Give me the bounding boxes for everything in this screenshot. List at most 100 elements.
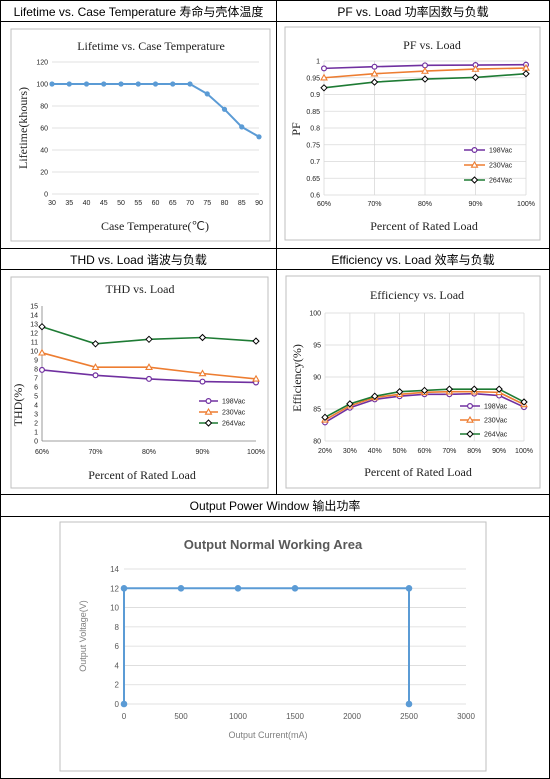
eff-point bbox=[346, 400, 354, 408]
opw-xlabel: Output Current(mA) bbox=[228, 730, 307, 740]
thd-legend-marker bbox=[205, 398, 212, 405]
opw-ytick-label: 10 bbox=[110, 604, 119, 613]
thd-point bbox=[198, 333, 207, 342]
lifetime-point bbox=[204, 91, 210, 97]
eff-xtick-label: 90% bbox=[492, 448, 506, 455]
pf-ylabel: PF bbox=[289, 122, 303, 136]
lifetime-xtick-label: 50 bbox=[117, 200, 125, 207]
thd-point bbox=[199, 378, 206, 385]
pf-cell-title: PF vs. Load 功率因数与负载 bbox=[337, 4, 489, 19]
lifetime-xtick-label: 55 bbox=[134, 200, 142, 207]
opw-xtick-label: 0 bbox=[122, 712, 127, 721]
lifetime-point bbox=[170, 81, 176, 87]
eff-legend-marker bbox=[466, 430, 474, 438]
pf-ytick-label: 0.8 bbox=[310, 126, 320, 133]
eff-point bbox=[395, 388, 404, 396]
opw-xtick-label: 500 bbox=[174, 712, 188, 721]
thd-ytick-label: 0 bbox=[34, 439, 38, 446]
thd-ylabel: THD(%) bbox=[11, 384, 25, 427]
thd-xtick-label: 100% bbox=[247, 449, 265, 456]
lifetime-xtick-label: 30 bbox=[48, 200, 56, 207]
opw-xtick-label: 3000 bbox=[457, 712, 475, 721]
lifetime-xtick-label: 70 bbox=[186, 200, 194, 207]
thd-chart-title: THD vs. Load bbox=[106, 282, 175, 296]
thd-ytick-label: 9 bbox=[34, 358, 38, 365]
pf-legend-label: 264Vac bbox=[489, 178, 513, 185]
thd-point bbox=[92, 372, 99, 379]
eff-ytick-label: 80 bbox=[313, 439, 321, 446]
opw-ytick-label: 14 bbox=[110, 565, 119, 574]
lifetime-point bbox=[221, 106, 228, 112]
pf-chart-frame bbox=[284, 26, 541, 241]
pf-legend-label: 198Vac bbox=[489, 148, 513, 155]
opw-point bbox=[120, 700, 128, 708]
thd-point bbox=[38, 348, 46, 356]
thd-xlabel: Percent of Rated Load bbox=[88, 468, 196, 482]
pf-legend-marker bbox=[471, 147, 478, 154]
opw-ytick-label: 12 bbox=[110, 584, 119, 593]
lifetime-ytick-label: 100 bbox=[36, 82, 48, 89]
thd-legend-label: 230Vac bbox=[222, 410, 246, 417]
lifetime-xtick-label: 90 bbox=[255, 200, 263, 207]
lifetime-point bbox=[118, 81, 124, 87]
opw-point bbox=[234, 584, 242, 592]
lifetime-point bbox=[49, 81, 55, 87]
eff-xtick-label: 30% bbox=[343, 448, 357, 455]
thd-legend-marker bbox=[204, 407, 213, 415]
pf-ytick-label: 0.6 bbox=[310, 193, 320, 200]
thd-legend-marker bbox=[204, 419, 213, 427]
pf-point bbox=[371, 63, 378, 70]
thd-point bbox=[91, 340, 100, 348]
eff-xlabel: Percent of Rated Load bbox=[364, 465, 472, 479]
thd-ytick-label: 6 bbox=[34, 385, 38, 392]
pf-point bbox=[370, 69, 379, 77]
pf-ytick-label: 0.9 bbox=[310, 92, 320, 99]
thd-ytick-label: 3 bbox=[34, 412, 38, 419]
lifetime-point bbox=[66, 81, 72, 87]
thd-ytick-label: 4 bbox=[34, 403, 38, 410]
pf-ytick-label: 0.95 bbox=[306, 75, 320, 82]
pf-ytick-label: 1 bbox=[316, 59, 320, 66]
thd-ytick-label: 2 bbox=[34, 421, 38, 428]
opw-xtick-label: 1500 bbox=[286, 712, 304, 721]
pf-xlabel: Percent of Rated Load bbox=[370, 219, 478, 233]
lifetime-ytick-label: 0 bbox=[44, 192, 48, 199]
eff-xtick-label: 20% bbox=[318, 448, 332, 455]
lifetime-ytick-label: 120 bbox=[36, 60, 48, 67]
pf-xtick-label: 80% bbox=[418, 201, 432, 208]
opw-xtick-label: 2500 bbox=[400, 712, 418, 721]
eff-legend-marker bbox=[466, 415, 474, 423]
thd-ytick-label: 12 bbox=[30, 331, 38, 338]
thd-xtick-label: 60% bbox=[35, 449, 49, 456]
eff-legend-label: 264Vac bbox=[484, 432, 508, 439]
opw-point bbox=[120, 584, 128, 592]
lifetime-ytick-label: 60 bbox=[40, 126, 48, 133]
thd-xtick-label: 80% bbox=[142, 449, 156, 456]
lifetime-chart-title: Lifetime vs. Case Temperature bbox=[77, 39, 225, 53]
eff-point bbox=[470, 385, 478, 393]
opw-cell-title: Output Power Window 输出功率 bbox=[189, 498, 361, 513]
lifetime-xtick-label: 85 bbox=[238, 200, 246, 207]
pf-xtick-label: 90% bbox=[468, 201, 482, 208]
eff-xtick-label: 50% bbox=[393, 448, 407, 455]
thd-ytick-label: 11 bbox=[31, 340, 38, 347]
eff-point bbox=[495, 385, 503, 393]
opw-ytick-label: 6 bbox=[115, 642, 120, 651]
pf-point bbox=[471, 73, 480, 82]
opw-point bbox=[177, 584, 185, 592]
eff-ytick-label: 90 bbox=[313, 375, 321, 382]
lifetime-xtick-label: 60 bbox=[152, 200, 160, 207]
thd-point bbox=[38, 366, 45, 373]
eff-xtick-label: 100% bbox=[515, 448, 533, 455]
eff-xtick-label: 80% bbox=[467, 448, 481, 455]
eff-legend-label: 230Vac bbox=[484, 418, 508, 425]
lifetime-ylabel: Lifetime(khours) bbox=[16, 87, 30, 169]
pf-legend-marker bbox=[470, 176, 479, 184]
opw-point bbox=[291, 584, 299, 592]
opw-point bbox=[405, 584, 413, 592]
opw-ytick-label: 8 bbox=[115, 623, 120, 632]
eff-point bbox=[520, 398, 528, 406]
lifetime-point bbox=[83, 81, 90, 87]
lifetime-chart-frame bbox=[10, 28, 271, 242]
